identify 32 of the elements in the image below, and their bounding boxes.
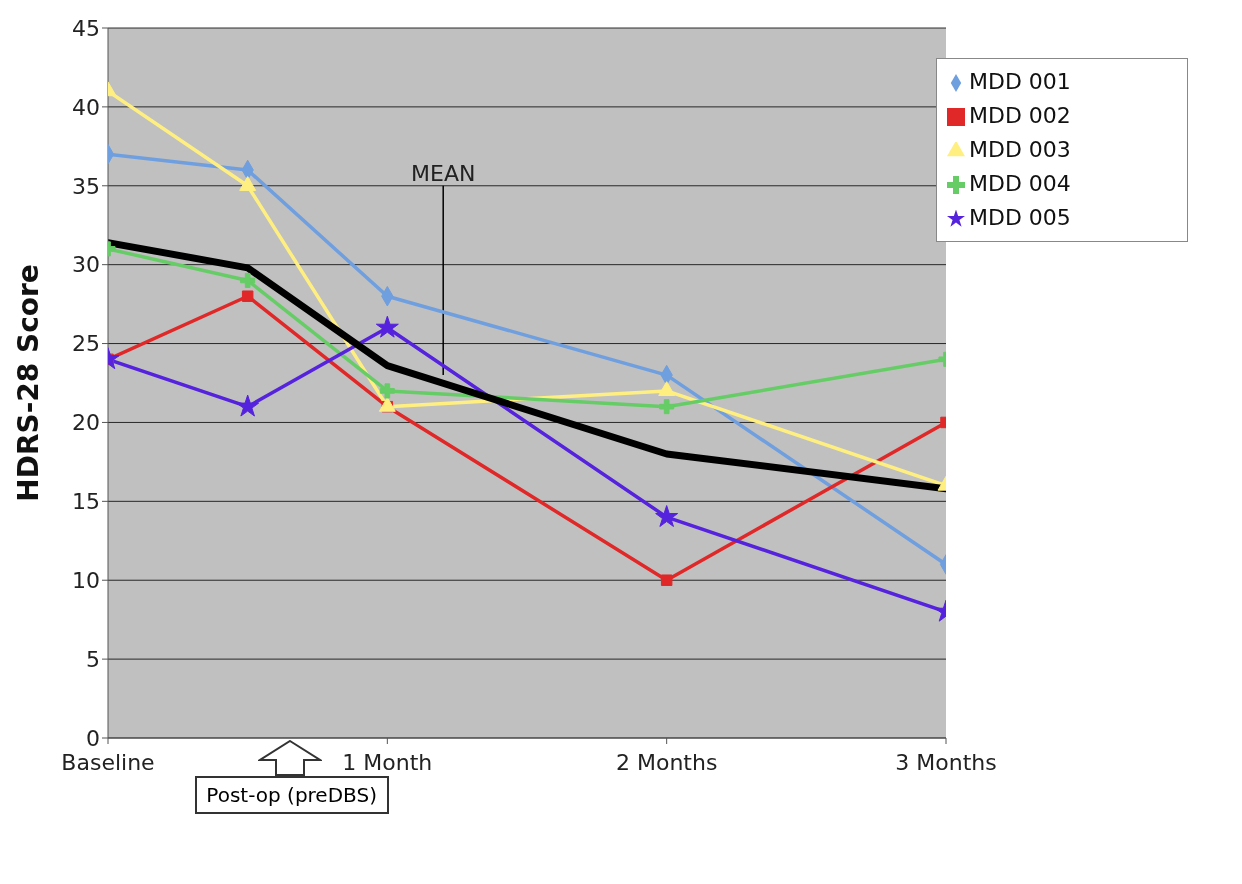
point [240,272,256,288]
point [660,574,673,586]
y-tick-label: 40 [72,94,100,120]
y-tick-label: 15 [72,489,100,515]
x-tick-label: Baseline [61,749,155,775]
point [239,176,257,191]
legend-label: MDD 001 [969,69,1071,94]
text: Post-op (preDBS) [194,776,389,814]
y-tick-label: 0 [86,725,100,751]
y-tick-label: 25 [72,331,100,357]
y-tick-label: 20 [72,410,100,436]
legend-label: MDD 004 [969,171,1071,196]
y-tick-label: 5 [86,646,100,672]
y-tick-label: 30 [72,252,100,278]
y-axis-title: HDRS-28 Score [11,264,45,502]
legend-label: MDD 002 [969,103,1071,128]
y-tick-label: 35 [72,173,100,199]
legend-label: MDD 005 [969,205,1071,230]
legend-label: MDD 003 [969,137,1071,162]
annotation: MEAN [411,160,476,186]
x-tick-label: 2 Months [615,749,718,775]
x-tick-label: 1 Month [342,749,433,775]
point [236,394,260,417]
x-tick-label: 3 Months [895,749,997,775]
point [655,505,679,527]
y-tick-label: 10 [72,568,100,594]
y-tick-label: 45 [72,15,100,41]
point [659,399,675,415]
point [658,381,676,396]
point [375,315,399,338]
point [241,290,254,302]
point [379,383,395,399]
